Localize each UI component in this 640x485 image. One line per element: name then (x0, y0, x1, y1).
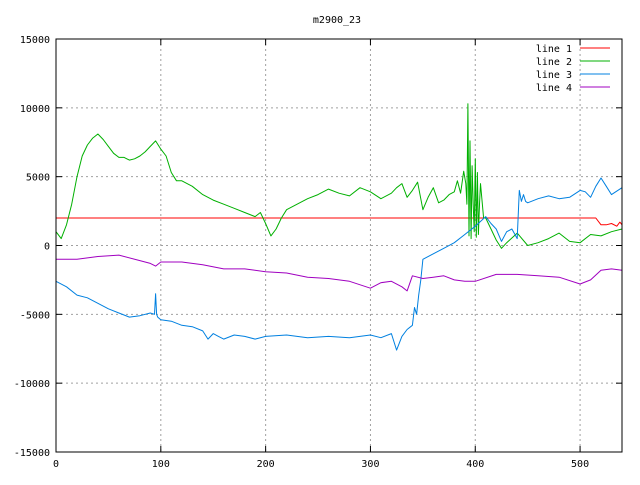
y-tick-label: 0 (44, 242, 50, 253)
y-tick-label: 15000 (20, 35, 50, 46)
legend-label-4: line 4 (536, 83, 572, 94)
series-line-3 (55, 177, 623, 351)
legend-label-2: line 2 (536, 57, 572, 68)
legend-label-3: line 3 (536, 70, 572, 81)
series-line-1 (56, 217, 623, 227)
y-tick-label: 5000 (26, 173, 50, 184)
series-layer (55, 103, 623, 351)
x-tick-label: 200 (257, 459, 275, 470)
series-line-4 (56, 254, 623, 292)
y-tick-label: -5000 (20, 310, 50, 321)
x-tick-label: 100 (152, 459, 170, 470)
series-line-2 (55, 103, 623, 249)
x-tick-label: 0 (53, 459, 59, 470)
chart-title: m2900_23 (313, 15, 361, 26)
x-tick-label: 300 (361, 459, 379, 470)
y-tick-label: -15000 (14, 448, 50, 459)
legend-label-1: line 1 (536, 44, 572, 55)
y-tick-label: -10000 (14, 379, 50, 390)
x-tick-label: 500 (571, 459, 589, 470)
legend: line 1 line 2 line 3 line 4 (536, 44, 610, 94)
x-tick-label: 400 (466, 459, 484, 470)
tick-layer: 0 100 200 300 400 500 -15000 -10000 -5000 0 5000 10… (14, 35, 622, 470)
y-tick-label: 10000 (20, 104, 50, 115)
grid-layer (56, 39, 622, 452)
